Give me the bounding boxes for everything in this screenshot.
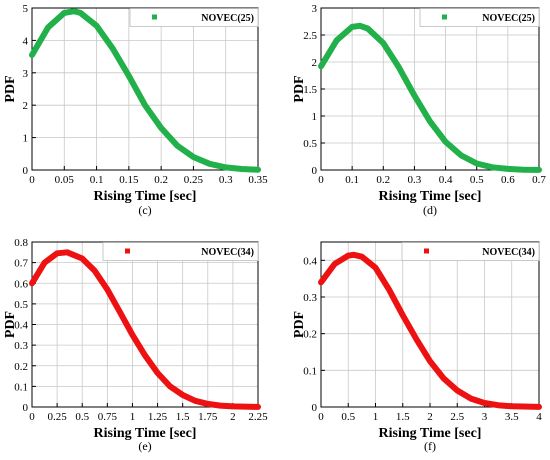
legend-label: NOVEC(25) — [482, 13, 535, 24]
y-axis-label: PDF — [292, 311, 307, 338]
x-tick-label: 0.3 — [408, 174, 422, 186]
y-tick-label: 0.3 — [14, 340, 28, 352]
y-tick-label: 5 — [23, 3, 29, 15]
x-tick-label: 1.5 — [176, 411, 190, 423]
x-axis-label: Rising Time [sec] — [94, 426, 197, 441]
y-tick-label: 0.4 — [14, 320, 28, 332]
x-tick-label: 0.2 — [154, 174, 168, 186]
x-tick-label: 1 — [373, 411, 379, 423]
x-tick-label: 1 — [130, 411, 136, 423]
chart-panel-f: 0 0.5 1 1.5 2 2.5 3 3.5 4 0 0.1 0.2 0.3 0.4 NOVEC(34) R… — [292, 241, 542, 453]
x-tick-label: 3 — [482, 411, 488, 423]
legend-label: NOVEC(34) — [201, 247, 254, 258]
panel-label: (e) — [138, 439, 151, 453]
plot-frame — [31, 241, 259, 408]
y-tick-label: 0.3 — [303, 292, 317, 304]
legend-box — [401, 242, 540, 261]
y-tick-label: 0.1 — [14, 381, 28, 393]
y-tick-label: 2 — [23, 100, 29, 112]
panel-label: (f) — [424, 439, 436, 453]
chart-panel-d: 0 0.1 0.2 0.3 0.4 0.5 0.6 0.7 0 0.5 1 1.5 2 2.5 3 NOVEC… — [292, 3, 546, 217]
legend-box — [419, 8, 540, 27]
plot-frame — [320, 241, 540, 408]
x-tick-label: 1.75 — [198, 411, 218, 423]
y-tick-label: 0.6 — [14, 278, 28, 290]
x-tick-label: 2.25 — [248, 411, 268, 423]
x-tick-label: 0.3 — [219, 174, 233, 186]
x-tick-label: 0.5 — [470, 174, 484, 186]
y-tick-label: 1 — [312, 111, 318, 123]
plot-frame — [320, 7, 540, 171]
y-tick-label: 1 — [23, 133, 29, 145]
plot-frame — [31, 7, 259, 171]
y-tick-label: 0.8 — [14, 237, 28, 249]
series-line-f — [318, 251, 542, 410]
y-tick-label: 4 — [23, 35, 29, 47]
legend-marker — [424, 248, 429, 254]
x-tick-label: 0.5 — [341, 411, 355, 423]
x-axis-label: Rising Time [sec] — [379, 189, 482, 204]
y-tick-label: 0.7 — [14, 258, 28, 270]
x-tick-label: 0.7 — [532, 174, 546, 186]
x-tick-label: 2 — [427, 411, 433, 423]
x-tick-label: 0.1 — [90, 174, 104, 186]
legend-label: NOVEC(34) — [482, 247, 535, 258]
series-line-e — [29, 249, 261, 410]
x-tick-label: 0.25 — [184, 174, 204, 186]
x-tick-label: 0.25 — [47, 411, 67, 423]
x-tick-label: 3.5 — [505, 411, 519, 423]
y-tick-label: 0.2 — [14, 361, 28, 373]
y-tick-label: 2 — [312, 57, 318, 69]
x-tick-label: 0.35 — [248, 174, 268, 186]
y-tick-label: 0.5 — [303, 138, 317, 150]
x-tick-label: 0.5 — [75, 411, 89, 423]
chart-panel-c: 0 0.05 0.1 0.15 0.2 0.25 0.3 0.35 0 1 2 3 4 5 NOVEC(25… — [3, 3, 268, 217]
y-tick-label: 2.5 — [303, 30, 317, 42]
x-tick-label: 0.4 — [439, 174, 453, 186]
series-line-c — [29, 8, 261, 173]
series-line-d — [318, 22, 542, 173]
legend-label: NOVEC(25) — [201, 13, 254, 24]
x-tick-label: 0.6 — [501, 174, 515, 186]
y-tick-label: 0 — [23, 402, 29, 414]
y-tick-label: 0 — [312, 165, 318, 177]
x-tick-label: 4 — [536, 411, 542, 423]
legend-box — [129, 8, 259, 27]
y-tick-label: 0 — [312, 402, 318, 414]
x-tick-label: 0 — [29, 174, 35, 186]
y-tick-label: 0.5 — [14, 299, 28, 311]
y-tick-label: 3 — [23, 68, 29, 80]
legend-marker — [125, 248, 130, 254]
x-tick-label: 2 — [230, 411, 236, 423]
y-tick-label: 0 — [23, 165, 29, 177]
legend-marker — [152, 14, 157, 20]
y-tick-label: 1.5 — [303, 84, 317, 96]
chart-panel-e: 0 0.25 0.5 0.75 1 1.25 1.5 1.75 2 2.25 0 0.1 0.2 0.3 0… — [3, 237, 268, 453]
y-tick-label: 0.1 — [303, 365, 317, 377]
y-tick-label: 3 — [312, 3, 318, 15]
x-tick-label: 0.15 — [119, 174, 139, 186]
y-axis-label: PDF — [3, 75, 18, 102]
x-tick-label: 0.75 — [98, 411, 118, 423]
x-tick-label: 2.5 — [450, 411, 464, 423]
x-axis-label: Rising Time [sec] — [379, 426, 482, 441]
y-tick-label: 0.2 — [303, 329, 317, 341]
x-tick-label: 0.05 — [55, 174, 75, 186]
x-tick-label: 0.2 — [376, 174, 390, 186]
legend-marker — [442, 14, 447, 20]
y-axis-label: PDF — [3, 311, 18, 338]
legend-box — [102, 242, 259, 261]
panel-label: (c) — [138, 203, 151, 217]
y-tick-label: 0.4 — [303, 255, 317, 267]
x-tick-label: 1.5 — [396, 411, 410, 423]
x-tick-label: 0 — [318, 174, 324, 186]
x-tick-label: 0 — [29, 411, 35, 423]
y-axis-label: PDF — [292, 75, 307, 102]
x-tick-label: 1.25 — [148, 411, 168, 423]
x-tick-label: 0.1 — [345, 174, 359, 186]
x-axis-label: Rising Time [sec] — [94, 189, 197, 204]
x-tick-label: 0 — [318, 411, 324, 423]
panel-label: (d) — [423, 203, 437, 217]
